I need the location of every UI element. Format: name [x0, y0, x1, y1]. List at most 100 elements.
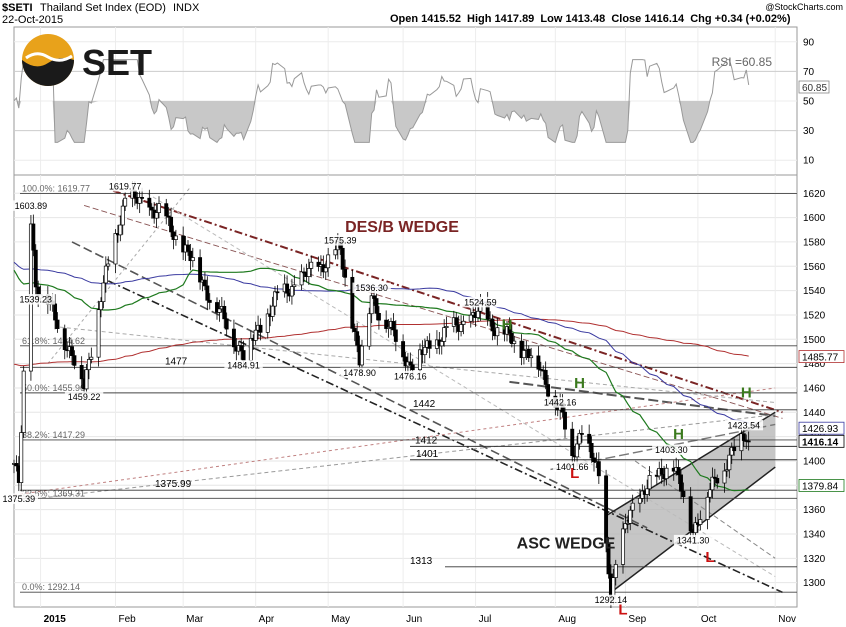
candle-body — [384, 319, 389, 329]
candle-body — [546, 384, 551, 397]
candle-body — [727, 454, 732, 471]
candle-body — [285, 283, 290, 294]
y-tick-label: 1560 — [803, 262, 826, 273]
candle-body — [217, 308, 222, 313]
candle-body — [299, 271, 304, 286]
rsi-fill — [14, 101, 749, 143]
chart-date: 22-Oct-2015 — [2, 14, 63, 26]
candle-body — [628, 509, 633, 524]
candle-body — [403, 356, 408, 367]
candle-body — [724, 469, 729, 472]
candle-body — [679, 474, 683, 492]
candle-body — [89, 356, 94, 360]
y-tick-label: 1500 — [803, 335, 826, 346]
price-annotation-bg — [461, 296, 500, 308]
candle-body — [439, 341, 444, 347]
fan-up-line — [47, 186, 191, 364]
price-annotation: 1478.90 — [343, 368, 376, 378]
candle-body — [519, 340, 524, 359]
candle-body — [101, 282, 106, 303]
ohlc-readout: Open 1415.52 High 1417.89 Low 1413.48 Cl… — [390, 13, 791, 25]
candle-body — [123, 197, 128, 207]
price-annotation-bg — [652, 444, 691, 455]
candle-body — [157, 203, 161, 213]
candle-body — [99, 301, 103, 311]
rsi-tick-labels: 90 70 50 30 10 — [803, 37, 815, 166]
candlesticks — [12, 181, 751, 608]
candle-body — [137, 197, 142, 204]
candle-body — [442, 327, 447, 342]
candle-body — [154, 212, 159, 219]
candle-body — [604, 475, 609, 544]
candle-body — [374, 298, 379, 314]
y-tick-label: 1580 — [803, 237, 826, 248]
price-annotations: 1603.89 1619.77 1575.39 1539.23 1536.30 1524.… — [0, 181, 764, 606]
candle-body — [355, 331, 360, 346]
candle-body — [746, 440, 751, 443]
candle-body — [202, 279, 207, 287]
candle-body — [14, 463, 19, 467]
candle-body — [693, 522, 698, 534]
candle-body — [265, 313, 270, 333]
price-annotation: 1423.54 — [728, 420, 761, 430]
candle-body — [369, 295, 374, 315]
price-annotation: 1476.16 — [394, 371, 427, 381]
candle-body — [468, 314, 473, 322]
candle-body — [427, 340, 432, 349]
y-tick-label: 1620 — [803, 189, 826, 200]
candle-body — [333, 249, 338, 256]
candle-body — [21, 370, 26, 433]
candle-body — [526, 348, 531, 359]
candle-body — [106, 263, 111, 267]
candle-body — [275, 291, 280, 294]
rsi-value-badge-box — [798, 80, 830, 94]
candle-body — [166, 215, 171, 218]
candle-body — [512, 340, 517, 344]
price-annotation-bg — [553, 461, 592, 472]
price-annotation-bg — [0, 493, 39, 504]
candle-body — [422, 346, 427, 356]
right-badge-box — [798, 421, 845, 435]
price-annotation-bg — [540, 397, 580, 408]
chart-symbol: $SETI — [2, 2, 33, 14]
price-annotation-bg — [11, 200, 51, 211]
right-badge-label: 1485.77 — [802, 353, 839, 364]
candle-body — [164, 203, 169, 217]
candle-body — [306, 268, 311, 277]
long-trend-line — [13, 414, 776, 502]
candle-body — [659, 467, 664, 475]
price-annotation-bg — [321, 235, 360, 246]
x-tick-label: Mar — [186, 614, 204, 625]
candle-body — [224, 318, 229, 330]
candle-body — [529, 355, 534, 359]
candle-body — [372, 295, 377, 299]
candle-body — [570, 428, 575, 457]
candle-body — [495, 327, 500, 337]
right-badge-box — [798, 479, 845, 492]
candle-body — [215, 302, 219, 313]
candle-body — [248, 337, 253, 361]
y-tick-label: 1300 — [803, 578, 826, 589]
low-mark: L — [705, 549, 714, 566]
candle-body — [367, 313, 372, 347]
price-panel: 1300132013401360138014001420144014601480… — [0, 174, 845, 625]
candle-body — [70, 346, 74, 356]
x-tick-label: Apr — [259, 614, 275, 625]
candle-body — [589, 442, 594, 459]
wedge-label: ASC WEDGE — [517, 536, 616, 553]
price-annotation: 1539.23 — [19, 295, 52, 305]
price-annotation: 1403.30 — [655, 445, 688, 455]
candle-body — [343, 268, 348, 278]
price-annotation-bg — [224, 360, 263, 371]
x-tick-label: Nov — [778, 614, 796, 625]
chart-name: Thailand Set Index (EOD) — [40, 2, 166, 14]
right-badge-label: 1416.14 — [802, 437, 839, 448]
y-tick-label: 1480 — [803, 359, 826, 370]
stockcharts-credit: @StockCharts.com — [765, 2, 843, 12]
y-tick-label: 1340 — [803, 529, 826, 540]
candle-body — [729, 446, 734, 456]
candle-body — [289, 286, 294, 297]
candle-body — [53, 303, 58, 321]
price-annotation-bg — [352, 282, 391, 294]
